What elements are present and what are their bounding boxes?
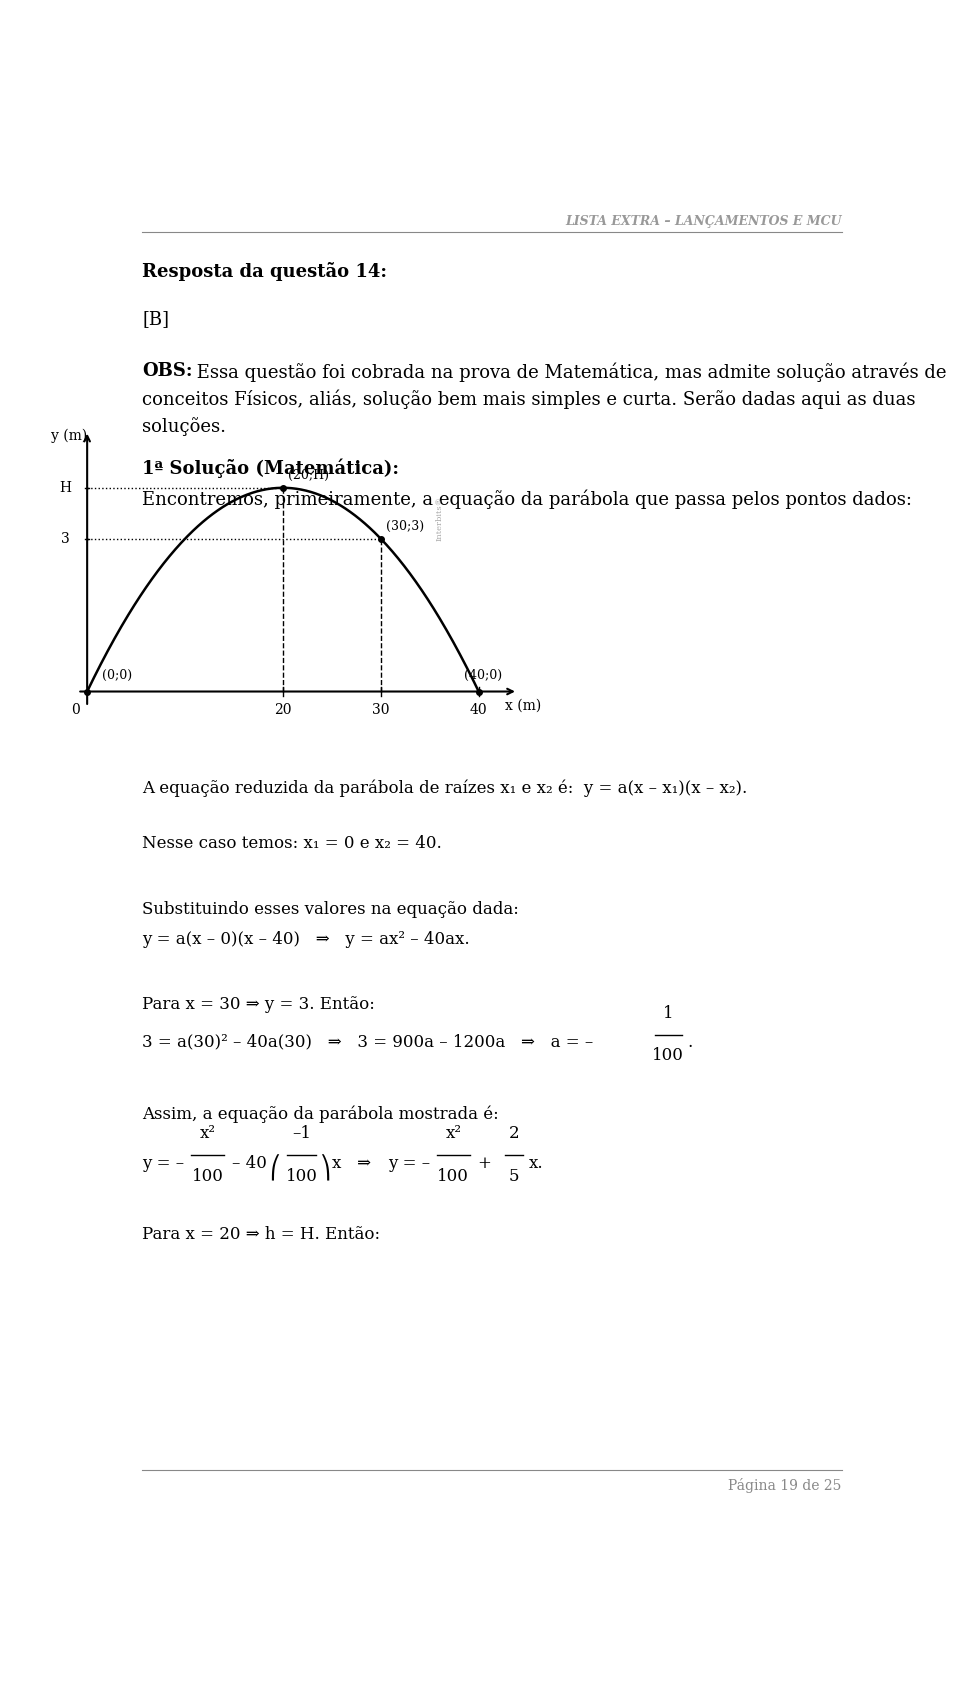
Text: Resposta da questão 14:: Resposta da questão 14: (142, 262, 387, 281)
Text: Para x = 30 ⇒ y = 3. Então:: Para x = 30 ⇒ y = 3. Então: (142, 995, 375, 1012)
Text: [B]: [B] (142, 310, 169, 328)
Text: x   ⇒: x ⇒ (332, 1155, 371, 1172)
Text: +: + (477, 1155, 491, 1172)
Text: ⎛: ⎛ (269, 1155, 280, 1182)
Text: y = –: y = – (388, 1155, 430, 1172)
Text: 100: 100 (285, 1168, 318, 1185)
Text: soluções.: soluções. (142, 416, 227, 435)
Text: .: . (687, 1033, 693, 1051)
Text: – 40: – 40 (231, 1155, 267, 1172)
Text: (0;0): (0;0) (102, 669, 132, 682)
Text: 5: 5 (509, 1168, 519, 1185)
Text: 40: 40 (469, 703, 488, 716)
Text: 20: 20 (275, 703, 292, 716)
Text: 100: 100 (192, 1168, 224, 1185)
Text: x.: x. (529, 1155, 543, 1172)
Text: y = a(x – 0)(x – 40)   ⇒   y = ax² – 40ax.: y = a(x – 0)(x – 40) ⇒ y = ax² – 40ax. (142, 931, 470, 948)
Text: (40;0): (40;0) (464, 669, 502, 682)
Text: Substituindo esses valores na equação dada:: Substituindo esses valores na equação da… (142, 901, 519, 918)
Text: Interbits®: Interbits® (436, 496, 444, 540)
Text: H: H (60, 481, 72, 494)
Text: A equação reduzida da parábola de raízes x₁ e x₂ é:  y = a(x – x₁)(x – x₂).: A equação reduzida da parábola de raízes… (142, 779, 748, 797)
Text: conceitos Físicos, aliás, solução bem mais simples e curta. Serão dadas aqui as : conceitos Físicos, aliás, solução bem ma… (142, 389, 916, 410)
Text: 1: 1 (663, 1006, 674, 1023)
Text: y (m): y (m) (52, 428, 87, 444)
Text: (30;3): (30;3) (386, 520, 423, 533)
Text: ⎞: ⎞ (320, 1155, 330, 1182)
Text: 3: 3 (61, 532, 70, 545)
Text: 30: 30 (372, 703, 390, 716)
Text: Nesse caso temos: x₁ = 0 e x₂ = 40.: Nesse caso temos: x₁ = 0 e x₂ = 40. (142, 835, 442, 852)
Text: –1: –1 (292, 1124, 311, 1141)
Text: Essa questão foi cobrada na prova de Matemática, mas admite solução através de: Essa questão foi cobrada na prova de Mat… (191, 362, 947, 381)
Text: LISTA EXTRA – LANÇAMENTOS E MCU: LISTA EXTRA – LANÇAMENTOS E MCU (565, 215, 842, 229)
Text: 2: 2 (509, 1124, 519, 1141)
Text: x²: x² (445, 1124, 462, 1141)
Text: 3 = a(30)² – 40a(30)   ⇒   3 = 900a – 1200a   ⇒   a = –: 3 = a(30)² – 40a(30) ⇒ 3 = 900a – 1200a … (142, 1033, 593, 1051)
Text: Assim, a equação da parábola mostrada é:: Assim, a equação da parábola mostrada é: (142, 1106, 499, 1122)
Text: 1ª Solução (Matemática):: 1ª Solução (Matemática): (142, 459, 399, 477)
Text: OBS:: OBS: (142, 362, 193, 381)
Text: Para x = 20 ⇒ h = H. Então:: Para x = 20 ⇒ h = H. Então: (142, 1226, 380, 1243)
Text: Página 19 de 25: Página 19 de 25 (729, 1478, 842, 1493)
Text: (20;H): (20;H) (288, 469, 329, 483)
Text: 100: 100 (438, 1168, 469, 1185)
Text: Encontremos, primeiramente, a equação da parábola que passa pelos pontos dados:: Encontremos, primeiramente, a equação da… (142, 489, 912, 510)
Text: y = –: y = – (142, 1155, 184, 1172)
Text: 100: 100 (653, 1046, 684, 1063)
Text: x (m): x (m) (505, 699, 540, 713)
Text: 0: 0 (71, 703, 80, 716)
Text: x²: x² (200, 1124, 216, 1141)
